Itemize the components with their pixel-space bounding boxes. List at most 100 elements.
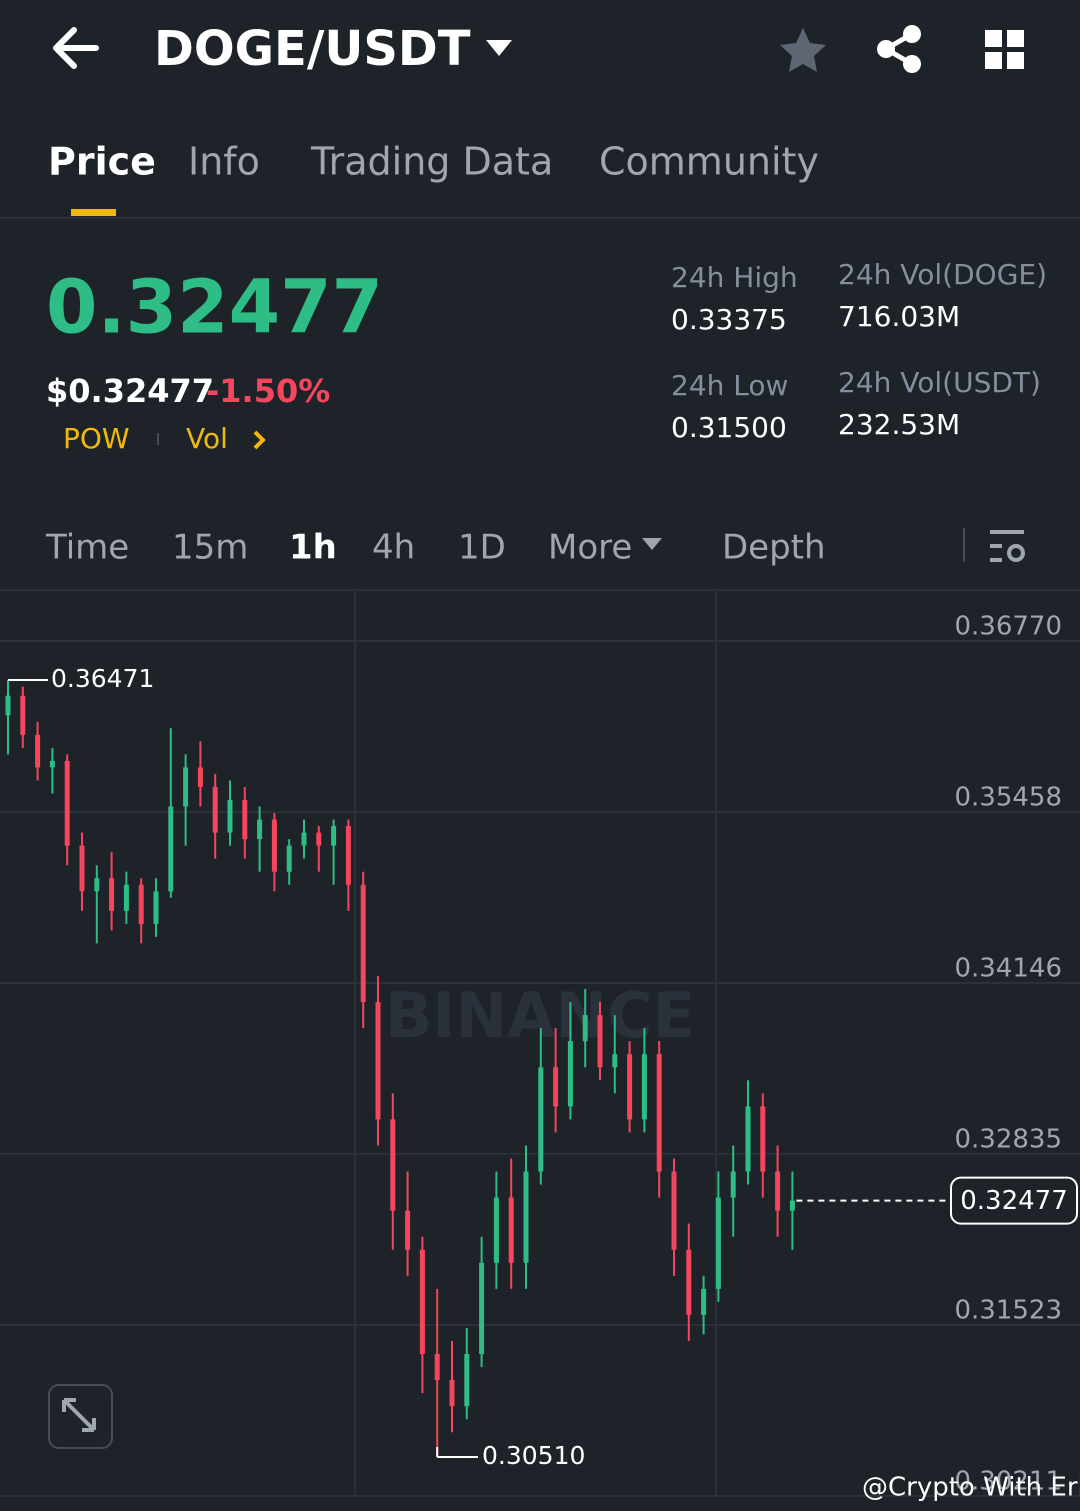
- candle-body: [449, 1380, 455, 1407]
- candle-body: [686, 1249, 692, 1315]
- candle-body: [183, 767, 189, 807]
- candle-body: [508, 1197, 514, 1263]
- candle-body: [271, 819, 277, 872]
- stat-value: 0.33375: [671, 303, 787, 336]
- candle-body: [597, 1015, 603, 1068]
- menu-icon[interactable]: [985, 30, 1024, 69]
- candle-body: [538, 1067, 544, 1172]
- tab[interactable]: Info: [188, 140, 260, 184]
- candle-body: [301, 832, 307, 846]
- interval[interactable]: 4h: [372, 528, 415, 568]
- stat-label: 24h Low: [671, 369, 788, 402]
- candle-body: [775, 1171, 781, 1211]
- y-tick-label: 0.34146: [954, 954, 1062, 984]
- candle-body: [212, 786, 218, 833]
- candle-body: [257, 819, 263, 840]
- candle-body: [553, 1067, 559, 1107]
- credit: @Crypto With Erik: [862, 1473, 1080, 1503]
- candle-body: [360, 884, 366, 1003]
- candle-body: [730, 1171, 736, 1198]
- stat-value: 232.53M: [838, 408, 960, 441]
- candle-body: [405, 1210, 411, 1250]
- y-tick-label: 0.32835: [954, 1124, 1062, 1154]
- price-usd: $0.32477: [46, 372, 214, 410]
- candle-body: [701, 1288, 707, 1315]
- tab-indicator: [71, 209, 116, 216]
- last-price-label: 0.32477: [960, 1186, 1068, 1216]
- candle-body: [656, 1054, 662, 1172]
- candle-body: [612, 1054, 618, 1068]
- tab[interactable]: Trading Data: [310, 140, 553, 184]
- pair-title[interactable]: DOGE/USDT: [154, 21, 471, 77]
- y-tick-label: 0.31523: [954, 1295, 1062, 1325]
- candle-body: [20, 695, 26, 735]
- price-change: -1.50%: [206, 372, 330, 410]
- candle-body: [390, 1119, 396, 1211]
- dropdown-icon[interactable]: [486, 40, 512, 56]
- stat-label: 24h Vol(USDT): [838, 366, 1041, 399]
- candle-body: [79, 845, 85, 892]
- candle-body: [64, 760, 70, 846]
- chevron-icon: [253, 430, 266, 450]
- candle-body: [745, 1106, 751, 1172]
- interval[interactable]: Time: [45, 528, 129, 568]
- candle-body: [227, 800, 233, 833]
- candle-body: [523, 1171, 529, 1263]
- interval[interactable]: Depth: [722, 528, 826, 568]
- tag[interactable]: POW: [63, 422, 130, 455]
- candle-body: [671, 1171, 677, 1250]
- chart-settings-icon[interactable]: [990, 530, 1025, 562]
- candle-body: [94, 878, 100, 892]
- stat-label: 24h Vol(DOGE): [838, 258, 1047, 291]
- favorite-icon[interactable]: [780, 28, 826, 72]
- candle-body: [419, 1249, 425, 1355]
- candle-body: [789, 1200, 795, 1211]
- candle-body: [345, 826, 351, 885]
- interval[interactable]: 15m: [172, 528, 248, 568]
- low-label: 0.30510: [482, 1441, 585, 1470]
- interval[interactable]: 1D: [458, 528, 506, 568]
- tab[interactable]: Community: [599, 140, 819, 184]
- candle-body: [760, 1106, 766, 1172]
- stat-value: 716.03M: [838, 300, 960, 333]
- share-icon[interactable]: [877, 25, 921, 73]
- candle-body: [434, 1354, 440, 1381]
- candle-body: [567, 1041, 573, 1107]
- interval[interactable]: More: [548, 528, 632, 568]
- tab-active[interactable]: Price: [48, 140, 156, 184]
- y-tick-label: 0.35458: [954, 783, 1062, 813]
- candle-body: [375, 1002, 381, 1120]
- dropdown-icon[interactable]: [642, 538, 662, 550]
- candle-body: [582, 1015, 588, 1042]
- candle-body: [109, 878, 115, 911]
- stat-label: 24h High: [671, 261, 798, 294]
- y-tick-label: 0.36770: [954, 611, 1062, 641]
- candle-body: [138, 884, 144, 924]
- candle-body: [641, 1054, 647, 1120]
- interval-active[interactable]: 1h: [289, 528, 337, 568]
- back-icon: [53, 27, 99, 69]
- stat-value: 0.31500: [671, 411, 787, 444]
- tag[interactable]: Vol: [186, 422, 228, 455]
- back-button[interactable]: [53, 27, 99, 69]
- candle-body: [627, 1054, 633, 1120]
- candle-body: [123, 884, 129, 911]
- last-price: 0.32477: [46, 265, 383, 351]
- candle-body: [197, 767, 203, 787]
- y-tick-label: 0.30211: [954, 1467, 1062, 1497]
- candle-body: [153, 891, 159, 924]
- candle-body: [715, 1197, 721, 1289]
- candle-body: [5, 695, 11, 716]
- candle-body: [242, 800, 248, 840]
- candle-body: [479, 1262, 485, 1355]
- last-price-box: [950, 1176, 1078, 1225]
- candle-body: [464, 1354, 470, 1407]
- candle-body: [168, 806, 174, 892]
- candle-body: [35, 734, 41, 768]
- expand-button[interactable]: [48, 1384, 113, 1449]
- candle-body: [286, 845, 292, 872]
- candle-body: [331, 826, 337, 846]
- high-label: 0.36471: [51, 664, 154, 693]
